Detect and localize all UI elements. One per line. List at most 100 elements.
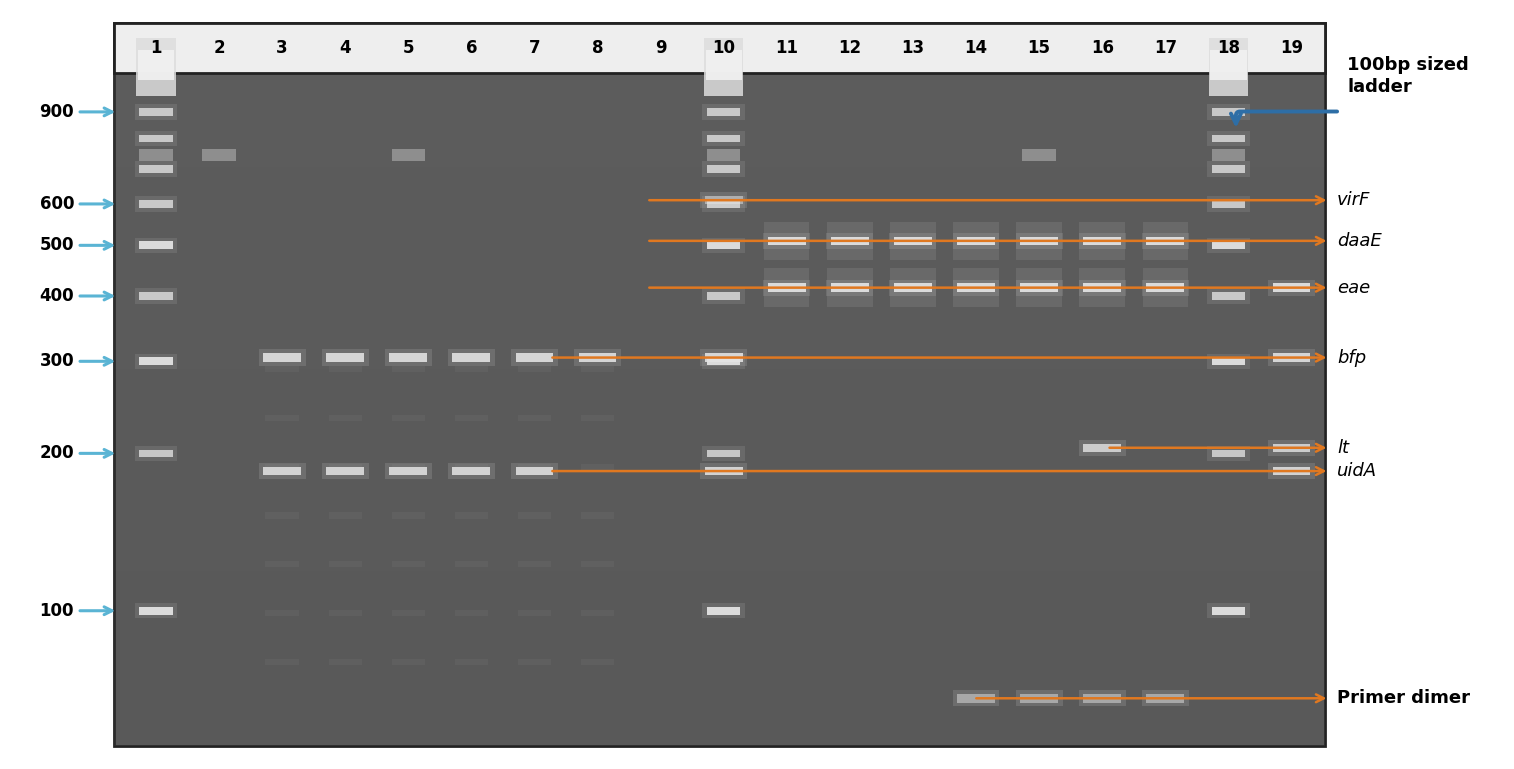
Bar <box>135 446 177 461</box>
Bar <box>1146 694 1184 703</box>
Bar <box>699 463 746 479</box>
Bar <box>114 517 1325 531</box>
Bar <box>1211 148 1245 161</box>
Bar <box>114 369 1325 382</box>
Bar <box>114 194 1325 208</box>
Bar <box>114 355 1325 369</box>
Bar <box>329 366 362 372</box>
Bar <box>114 221 1325 235</box>
Bar <box>135 196 177 211</box>
Bar <box>954 221 999 260</box>
Bar <box>768 237 805 245</box>
Bar <box>448 463 495 479</box>
Bar <box>114 168 1325 181</box>
Bar <box>1142 280 1188 296</box>
Bar <box>392 610 425 616</box>
Bar <box>1207 354 1249 369</box>
Text: 10: 10 <box>712 39 736 57</box>
Bar <box>1084 284 1122 292</box>
Bar <box>1211 200 1245 208</box>
Bar <box>326 467 363 475</box>
Bar <box>454 464 488 470</box>
Bar <box>454 512 488 518</box>
Bar <box>265 415 298 421</box>
Bar <box>114 113 1325 127</box>
Bar <box>952 233 999 249</box>
Bar <box>1016 691 1063 707</box>
Bar <box>1142 233 1188 249</box>
Bar <box>392 512 425 518</box>
Bar <box>893 237 933 245</box>
Bar <box>454 610 488 616</box>
Bar <box>707 358 740 365</box>
Bar <box>265 610 298 616</box>
Bar <box>329 415 362 421</box>
Bar <box>1016 268 1061 307</box>
Bar <box>263 467 301 475</box>
Bar <box>707 200 740 208</box>
Bar <box>1020 284 1058 292</box>
Bar <box>263 353 301 361</box>
Text: 16: 16 <box>1090 39 1114 57</box>
Text: 1: 1 <box>150 39 162 57</box>
Bar <box>704 196 742 205</box>
Bar <box>1146 284 1184 292</box>
Bar <box>385 349 431 365</box>
Bar <box>952 280 999 296</box>
Bar <box>702 603 745 618</box>
Bar <box>1022 148 1055 161</box>
Bar <box>699 192 746 208</box>
Bar <box>706 50 742 81</box>
Bar <box>890 233 936 249</box>
Bar <box>114 301 1325 315</box>
Bar <box>707 108 740 116</box>
Bar <box>1207 288 1249 304</box>
Bar <box>114 423 1325 437</box>
Bar <box>114 73 1325 87</box>
Bar <box>704 467 742 475</box>
Bar <box>114 719 1325 732</box>
Bar <box>707 241 740 249</box>
Bar <box>448 349 495 365</box>
Text: 3: 3 <box>276 39 288 57</box>
Bar <box>114 571 1325 584</box>
Bar <box>114 208 1325 221</box>
Bar <box>114 611 1325 624</box>
Bar <box>329 561 362 568</box>
Bar <box>581 610 615 616</box>
Bar <box>1020 237 1058 245</box>
Bar <box>699 349 746 365</box>
Bar <box>135 288 177 304</box>
Bar <box>574 349 621 365</box>
Bar <box>114 154 1325 168</box>
Text: 19: 19 <box>1279 39 1304 57</box>
Bar <box>765 268 810 307</box>
Bar <box>136 38 176 96</box>
Bar <box>114 732 1325 746</box>
Text: 5: 5 <box>403 39 413 57</box>
Bar <box>329 610 362 616</box>
Bar <box>114 678 1325 692</box>
Bar <box>139 292 173 300</box>
Text: 100bp sized
ladder: 100bp sized ladder <box>1347 56 1469 96</box>
Bar <box>515 353 554 361</box>
Bar <box>704 38 743 96</box>
Bar <box>389 353 427 361</box>
Bar <box>1272 353 1311 361</box>
Bar <box>1207 161 1249 177</box>
Text: 400: 400 <box>39 287 74 305</box>
Bar <box>135 354 177 369</box>
Text: uidA: uidA <box>1337 462 1378 480</box>
Bar <box>1211 165 1245 173</box>
Bar <box>114 127 1325 140</box>
Bar <box>1143 268 1188 307</box>
Bar <box>768 284 805 292</box>
Bar <box>1207 105 1249 120</box>
Bar <box>1272 467 1311 475</box>
Bar <box>329 512 362 518</box>
Bar <box>1269 463 1314 479</box>
Bar <box>114 235 1325 248</box>
Bar <box>454 366 488 372</box>
Bar <box>454 415 488 421</box>
Bar <box>518 415 551 421</box>
